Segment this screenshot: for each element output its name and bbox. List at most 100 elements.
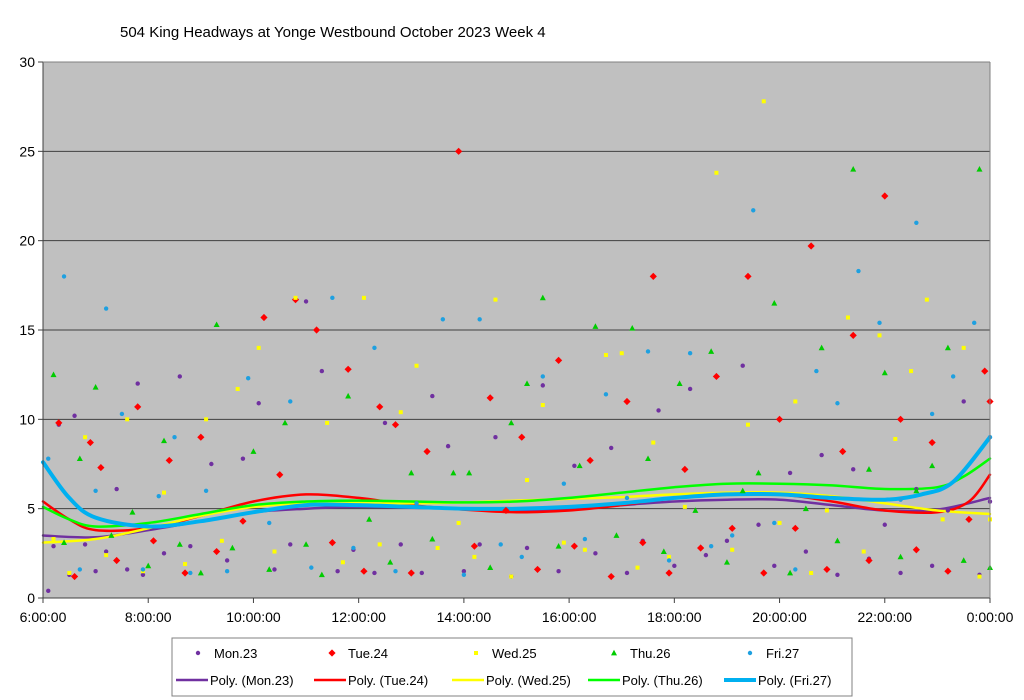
- data-point-thu-26: [708, 348, 715, 354]
- data-point-fri-27: [603, 392, 609, 397]
- data-point-fri-27: [687, 351, 693, 356]
- data-point-mon-23: [445, 443, 451, 449]
- data-point-thu-26: [692, 507, 699, 513]
- data-point-tue-24: [328, 539, 336, 547]
- data-point-tue-24: [213, 547, 221, 556]
- data-point-wed-25: [961, 345, 966, 350]
- data-point-thu-26: [487, 564, 494, 571]
- data-point-tue-24: [181, 569, 189, 577]
- data-point-mon-23: [135, 381, 140, 386]
- x-tick-label: 0:00:00: [967, 609, 1014, 625]
- data-point-mon-23: [609, 445, 614, 451]
- data-point-fri-27: [730, 533, 735, 538]
- legend-marker: [747, 650, 753, 656]
- data-point-mon-23: [772, 563, 777, 569]
- data-point-mon-23: [624, 570, 630, 576]
- data-point-fri-27: [624, 495, 630, 501]
- data-point-thu-26: [92, 383, 99, 390]
- data-point-mon-23: [593, 551, 598, 556]
- data-point-mon-23: [93, 569, 98, 574]
- data-point-tue-24: [407, 569, 415, 577]
- data-point-thu-26: [176, 541, 183, 547]
- x-tick-label: 6:00:00: [20, 609, 67, 625]
- data-point-fri-27: [77, 567, 83, 572]
- data-point-fri-27: [61, 274, 67, 279]
- data-point-tue-24: [570, 542, 578, 550]
- data-point-wed-25: [761, 99, 766, 104]
- data-point-tue-24: [113, 556, 121, 565]
- data-point-tue-24: [760, 569, 768, 577]
- data-point-mon-23: [898, 570, 903, 576]
- data-point-wed-25: [67, 570, 72, 575]
- data-point-mon-23: [672, 563, 677, 569]
- data-point-fri-27: [856, 268, 861, 274]
- data-point-tue-24: [197, 433, 205, 441]
- data-point-mon-23: [461, 569, 467, 574]
- data-point-thu-26: [944, 344, 951, 351]
- data-point-wed-25: [682, 504, 687, 509]
- data-point-mon-23: [882, 522, 887, 527]
- data-point-wed-25: [730, 547, 735, 552]
- data-point-wed-25: [667, 554, 672, 559]
- legend: Mon.23 Tue.24 Wed.25 Thu.26 Fri.27 Poly. (Mon…: [171, 637, 853, 697]
- data-point-tue-24: [312, 326, 321, 334]
- data-point-tue-24: [912, 546, 920, 554]
- data-point-mon-23: [787, 470, 793, 476]
- data-point-mon-23: [851, 467, 856, 472]
- data-point-tue-24: [586, 456, 594, 465]
- legend-marker: [611, 649, 617, 656]
- data-point-mon-23: [803, 549, 809, 554]
- data-point-tue-24: [649, 272, 657, 280]
- data-point-fri-27: [330, 295, 335, 301]
- data-point-thu-26: [629, 325, 636, 331]
- data-point-fri-27: [772, 520, 777, 526]
- data-point-mon-23: [961, 399, 966, 404]
- trendline: [41, 457, 992, 528]
- data-point-thu-26: [881, 369, 888, 376]
- data-point-thu-26: [61, 539, 68, 546]
- data-point-mon-23: [703, 552, 709, 558]
- data-point-mon-23: [335, 569, 340, 574]
- data-point-wed-25: [824, 508, 829, 513]
- data-point-fri-27: [203, 488, 209, 493]
- x-tick-label: 20:00:00: [752, 609, 807, 625]
- data-point-fri-27: [461, 572, 467, 577]
- x-tick-label: 8:00:00: [125, 609, 172, 625]
- data-point-tue-24: [928, 438, 936, 447]
- data-point-mon-23: [303, 299, 309, 304]
- data-point-thu-26: [408, 469, 415, 476]
- data-point-thu-26: [108, 532, 115, 538]
- data-point-tue-24: [70, 572, 79, 581]
- y-tick-label: 30: [19, 54, 35, 70]
- data-point-fri-27: [245, 376, 251, 381]
- y-tick-label: 20: [19, 233, 35, 249]
- legend-label: Poly. (Wed.25): [486, 673, 571, 688]
- data-point-fri-27: [929, 411, 935, 417]
- data-point-wed-25: [219, 538, 224, 543]
- data-point-wed-25: [540, 403, 545, 408]
- data-point-thu-26: [345, 392, 352, 399]
- data-point-tue-24: [791, 524, 799, 532]
- data-point-mon-23: [419, 570, 424, 576]
- data-point-tue-24: [607, 572, 615, 581]
- x-tick-label: 10:00:00: [226, 609, 281, 625]
- data-point-thu-26: [818, 344, 825, 351]
- data-point-wed-25: [924, 297, 929, 302]
- data-point-tue-24: [455, 147, 463, 155]
- data-point-wed-25: [745, 422, 750, 427]
- data-point-mon-23: [819, 452, 824, 458]
- data-point-wed-25: [361, 295, 366, 300]
- data-point-thu-26: [834, 537, 841, 544]
- data-point-thu-26: [76, 455, 83, 462]
- legend-label: Thu.26: [630, 646, 670, 661]
- data-point-fri-27: [188, 570, 193, 576]
- legend-marker: [474, 651, 478, 655]
- data-point-tue-24: [965, 515, 973, 523]
- data-point-thu-26: [645, 455, 652, 462]
- data-point-mon-23: [188, 543, 193, 549]
- data-point-tue-24: [712, 372, 721, 381]
- data-point-tue-24: [97, 463, 105, 472]
- data-point-thu-26: [660, 548, 667, 554]
- data-point-fri-27: [156, 493, 161, 499]
- data-point-tue-24: [165, 456, 173, 465]
